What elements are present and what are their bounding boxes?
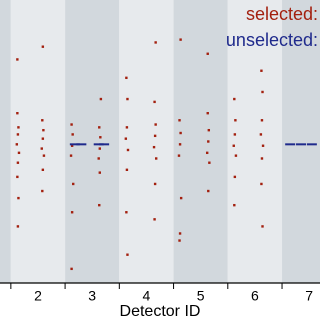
point bbox=[178, 232, 182, 235]
point bbox=[98, 126, 101, 129]
point bbox=[178, 143, 182, 146]
point bbox=[152, 145, 156, 149]
point bbox=[17, 151, 21, 155]
point bbox=[16, 133, 20, 136]
point bbox=[99, 136, 102, 139]
point bbox=[72, 182, 75, 186]
point bbox=[41, 45, 45, 48]
point bbox=[71, 133, 74, 136]
point bbox=[98, 147, 101, 150]
x-tick-label: 5 bbox=[197, 288, 205, 304]
point bbox=[126, 97, 129, 101]
point bbox=[179, 131, 182, 135]
point bbox=[17, 126, 20, 129]
point bbox=[177, 154, 181, 157]
point bbox=[125, 168, 129, 171]
x-tick-label: 7 bbox=[305, 288, 313, 304]
point bbox=[154, 123, 157, 126]
point bbox=[17, 196, 20, 200]
point bbox=[261, 225, 264, 228]
point bbox=[99, 97, 103, 101]
point bbox=[233, 203, 236, 207]
point bbox=[179, 38, 182, 41]
point bbox=[207, 128, 211, 132]
point bbox=[179, 196, 183, 200]
point bbox=[16, 161, 20, 164]
point bbox=[40, 147, 43, 150]
point bbox=[153, 134, 157, 138]
point bbox=[260, 182, 263, 186]
point bbox=[98, 203, 101, 207]
point bbox=[16, 175, 19, 179]
point bbox=[153, 182, 157, 186]
x-tick-label: 2 bbox=[34, 288, 42, 304]
point bbox=[153, 218, 156, 221]
legend-label: selected: bbox=[246, 4, 318, 24]
point bbox=[178, 239, 181, 242]
point bbox=[69, 154, 73, 157]
point bbox=[16, 112, 19, 115]
band bbox=[10, 0, 66, 283]
x-tick-label: 4 bbox=[143, 288, 151, 304]
point bbox=[41, 189, 44, 193]
point bbox=[234, 119, 237, 122]
point bbox=[70, 123, 73, 126]
point bbox=[206, 52, 209, 55]
point bbox=[233, 97, 236, 101]
band bbox=[282, 0, 320, 283]
point bbox=[207, 189, 210, 193]
point bbox=[126, 148, 130, 152]
point bbox=[70, 144, 74, 147]
point bbox=[261, 90, 264, 94]
point bbox=[154, 41, 157, 44]
point bbox=[125, 211, 128, 214]
band bbox=[65, 0, 120, 283]
point bbox=[233, 175, 237, 179]
x-axis-label: Detector ID bbox=[120, 303, 201, 320]
point bbox=[70, 267, 73, 271]
point bbox=[15, 143, 19, 146]
point bbox=[260, 69, 263, 72]
point bbox=[126, 253, 129, 256]
point bbox=[260, 119, 264, 122]
point bbox=[70, 211, 74, 214]
point bbox=[233, 133, 237, 136]
point bbox=[234, 154, 238, 157]
point bbox=[208, 161, 211, 164]
point bbox=[155, 157, 158, 160]
point bbox=[42, 128, 45, 132]
point bbox=[153, 100, 156, 104]
band bbox=[227, 0, 283, 283]
point bbox=[261, 144, 265, 147]
point bbox=[205, 151, 209, 155]
point bbox=[16, 225, 20, 228]
point bbox=[41, 119, 44, 122]
point bbox=[125, 76, 128, 80]
band bbox=[119, 0, 174, 283]
point bbox=[207, 140, 210, 143]
point bbox=[206, 112, 209, 115]
point bbox=[41, 137, 45, 140]
x-tick-label: 3 bbox=[88, 288, 96, 304]
point bbox=[42, 154, 46, 157]
point bbox=[16, 58, 19, 61]
band bbox=[173, 0, 228, 283]
x-tick-label: 6 bbox=[251, 288, 259, 304]
point bbox=[124, 137, 128, 140]
point bbox=[98, 171, 101, 174]
point bbox=[260, 157, 264, 160]
point bbox=[232, 144, 235, 147]
legend-label: unselected: bbox=[226, 30, 318, 50]
point bbox=[41, 168, 45, 171]
point bbox=[178, 119, 181, 122]
point bbox=[125, 126, 129, 129]
point bbox=[97, 157, 100, 160]
band bbox=[0, 0, 11, 283]
point bbox=[259, 133, 263, 136]
